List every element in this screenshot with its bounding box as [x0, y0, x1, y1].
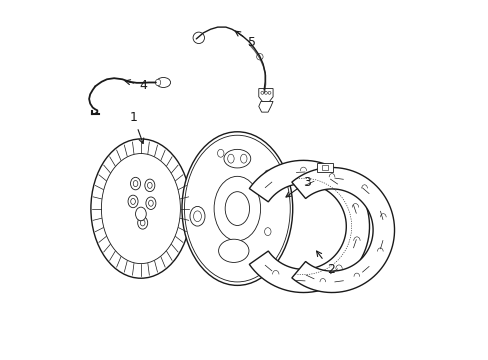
Ellipse shape [264, 228, 270, 235]
Text: 5: 5 [235, 31, 256, 49]
Ellipse shape [155, 79, 161, 86]
Ellipse shape [224, 192, 249, 225]
Ellipse shape [135, 207, 146, 221]
Ellipse shape [133, 180, 138, 186]
Polygon shape [316, 163, 332, 172]
Ellipse shape [182, 132, 292, 285]
Ellipse shape [101, 154, 180, 264]
Ellipse shape [130, 198, 135, 204]
Ellipse shape [218, 239, 248, 262]
Ellipse shape [227, 154, 234, 163]
Polygon shape [322, 165, 327, 170]
Text: 1: 1 [129, 111, 143, 144]
Polygon shape [249, 160, 369, 293]
Ellipse shape [156, 77, 170, 87]
Ellipse shape [264, 170, 270, 178]
Circle shape [261, 91, 263, 94]
Ellipse shape [214, 176, 260, 241]
Ellipse shape [128, 195, 138, 208]
Ellipse shape [145, 197, 156, 210]
Circle shape [193, 32, 204, 44]
Ellipse shape [144, 179, 155, 192]
Circle shape [267, 91, 270, 94]
Ellipse shape [240, 154, 246, 163]
Ellipse shape [148, 200, 153, 206]
Circle shape [264, 91, 267, 94]
Circle shape [256, 54, 263, 60]
Polygon shape [291, 167, 394, 293]
Ellipse shape [140, 220, 145, 226]
Ellipse shape [130, 177, 140, 190]
Ellipse shape [224, 149, 250, 168]
Text: 3: 3 [285, 176, 310, 197]
Ellipse shape [91, 139, 190, 278]
Ellipse shape [147, 182, 152, 188]
Text: 2: 2 [316, 251, 334, 276]
Ellipse shape [138, 217, 147, 229]
Text: 4: 4 [125, 79, 147, 92]
Ellipse shape [193, 211, 201, 222]
Ellipse shape [217, 149, 224, 157]
Polygon shape [258, 89, 272, 102]
Polygon shape [258, 102, 272, 112]
Ellipse shape [190, 206, 204, 226]
